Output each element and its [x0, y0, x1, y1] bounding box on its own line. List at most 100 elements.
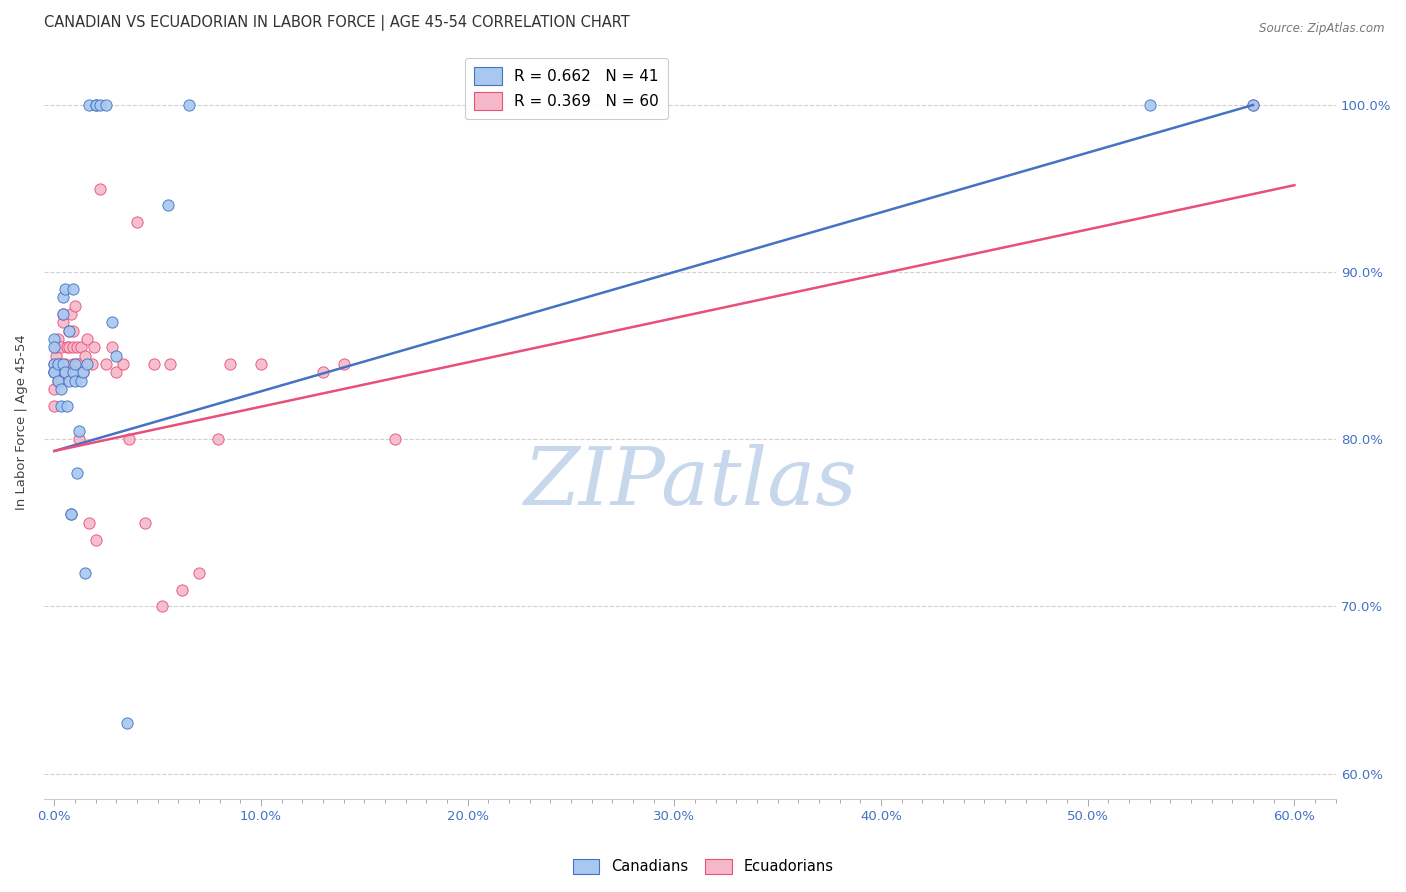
- Point: [44, 366, 66, 380]
- Point: [62, 366, 84, 380]
- Point: [67, 424, 90, 438]
- Point: [72, 366, 94, 380]
- Point: [48, 374, 70, 388]
- Point: [83, 340, 105, 354]
- Legend: Canadians, Ecuadorians: Canadians, Ecuadorians: [567, 853, 839, 880]
- Point: [49, 374, 72, 388]
- Point: [159, 357, 181, 371]
- Point: [44, 366, 66, 380]
- Point: [84, 98, 107, 112]
- Point: [172, 582, 194, 597]
- Point: [63, 357, 86, 371]
- Point: [44, 366, 66, 380]
- Point: [177, 98, 200, 112]
- Point: [48, 374, 70, 388]
- Point: [89, 98, 111, 112]
- Point: [44, 340, 66, 354]
- Point: [94, 357, 117, 371]
- Text: CANADIAN VS ECUADORIAN IN LABOR FORCE | AGE 45-54 CORRELATION CHART: CANADIAN VS ECUADORIAN IN LABOR FORCE | …: [44, 15, 630, 31]
- Point: [76, 357, 98, 371]
- Point: [250, 357, 273, 371]
- Point: [44, 357, 66, 371]
- Point: [58, 324, 80, 338]
- Point: [1241, 98, 1264, 112]
- Point: [44, 399, 66, 413]
- Text: Source: ZipAtlas.com: Source: ZipAtlas.com: [1260, 22, 1385, 36]
- Point: [70, 340, 93, 354]
- Point: [55, 399, 77, 413]
- Point: [111, 357, 134, 371]
- Point: [67, 357, 90, 371]
- Point: [118, 432, 141, 446]
- Point: [48, 332, 70, 346]
- Point: [66, 340, 89, 354]
- Point: [105, 366, 128, 380]
- Legend: R = 0.662   N = 41, R = 0.369   N = 60: R = 0.662 N = 41, R = 0.369 N = 60: [465, 58, 668, 120]
- Point: [62, 357, 84, 371]
- Point: [59, 366, 82, 380]
- Point: [52, 315, 75, 329]
- Point: [156, 198, 179, 212]
- Point: [1241, 98, 1264, 112]
- Point: [142, 357, 165, 371]
- Point: [53, 366, 76, 380]
- Point: [62, 324, 84, 338]
- Point: [63, 374, 86, 388]
- Point: [44, 382, 66, 396]
- Point: [79, 98, 101, 112]
- Point: [53, 366, 76, 380]
- Point: [58, 374, 80, 388]
- Point: [58, 324, 80, 338]
- Point: [76, 332, 98, 346]
- Point: [219, 357, 242, 371]
- Point: [53, 282, 76, 296]
- Point: [48, 357, 70, 371]
- Point: [52, 290, 75, 304]
- Point: [53, 357, 76, 371]
- Point: [62, 282, 84, 296]
- Point: [52, 307, 75, 321]
- Point: [84, 533, 107, 547]
- Point: [101, 340, 124, 354]
- Point: [66, 357, 89, 371]
- Point: [75, 566, 97, 580]
- Point: [53, 366, 76, 380]
- Point: [72, 366, 94, 380]
- Point: [67, 432, 90, 446]
- Point: [49, 399, 72, 413]
- Point: [52, 357, 75, 371]
- Point: [134, 516, 156, 530]
- Point: [79, 516, 101, 530]
- Point: [45, 340, 67, 354]
- Point: [55, 366, 77, 380]
- Point: [63, 299, 86, 313]
- Point: [45, 366, 67, 380]
- Point: [207, 432, 229, 446]
- Point: [94, 98, 117, 112]
- Point: [49, 382, 72, 396]
- Point: [80, 357, 103, 371]
- Point: [44, 357, 66, 371]
- Point: [188, 566, 211, 580]
- Point: [312, 366, 335, 380]
- Point: [48, 357, 70, 371]
- Point: [150, 599, 173, 614]
- Point: [70, 374, 93, 388]
- Point: [105, 349, 128, 363]
- Point: [44, 332, 66, 346]
- Point: [66, 466, 89, 480]
- Point: [101, 315, 124, 329]
- Point: [332, 357, 354, 371]
- Point: [59, 307, 82, 321]
- Point: [55, 340, 77, 354]
- Point: [384, 432, 406, 446]
- Point: [1139, 98, 1161, 112]
- Point: [84, 98, 107, 112]
- Point: [59, 508, 82, 522]
- Point: [125, 215, 148, 229]
- Point: [59, 508, 82, 522]
- Point: [62, 340, 84, 354]
- Point: [58, 340, 80, 354]
- Text: ZIPatlas: ZIPatlas: [523, 444, 856, 522]
- Point: [49, 357, 72, 371]
